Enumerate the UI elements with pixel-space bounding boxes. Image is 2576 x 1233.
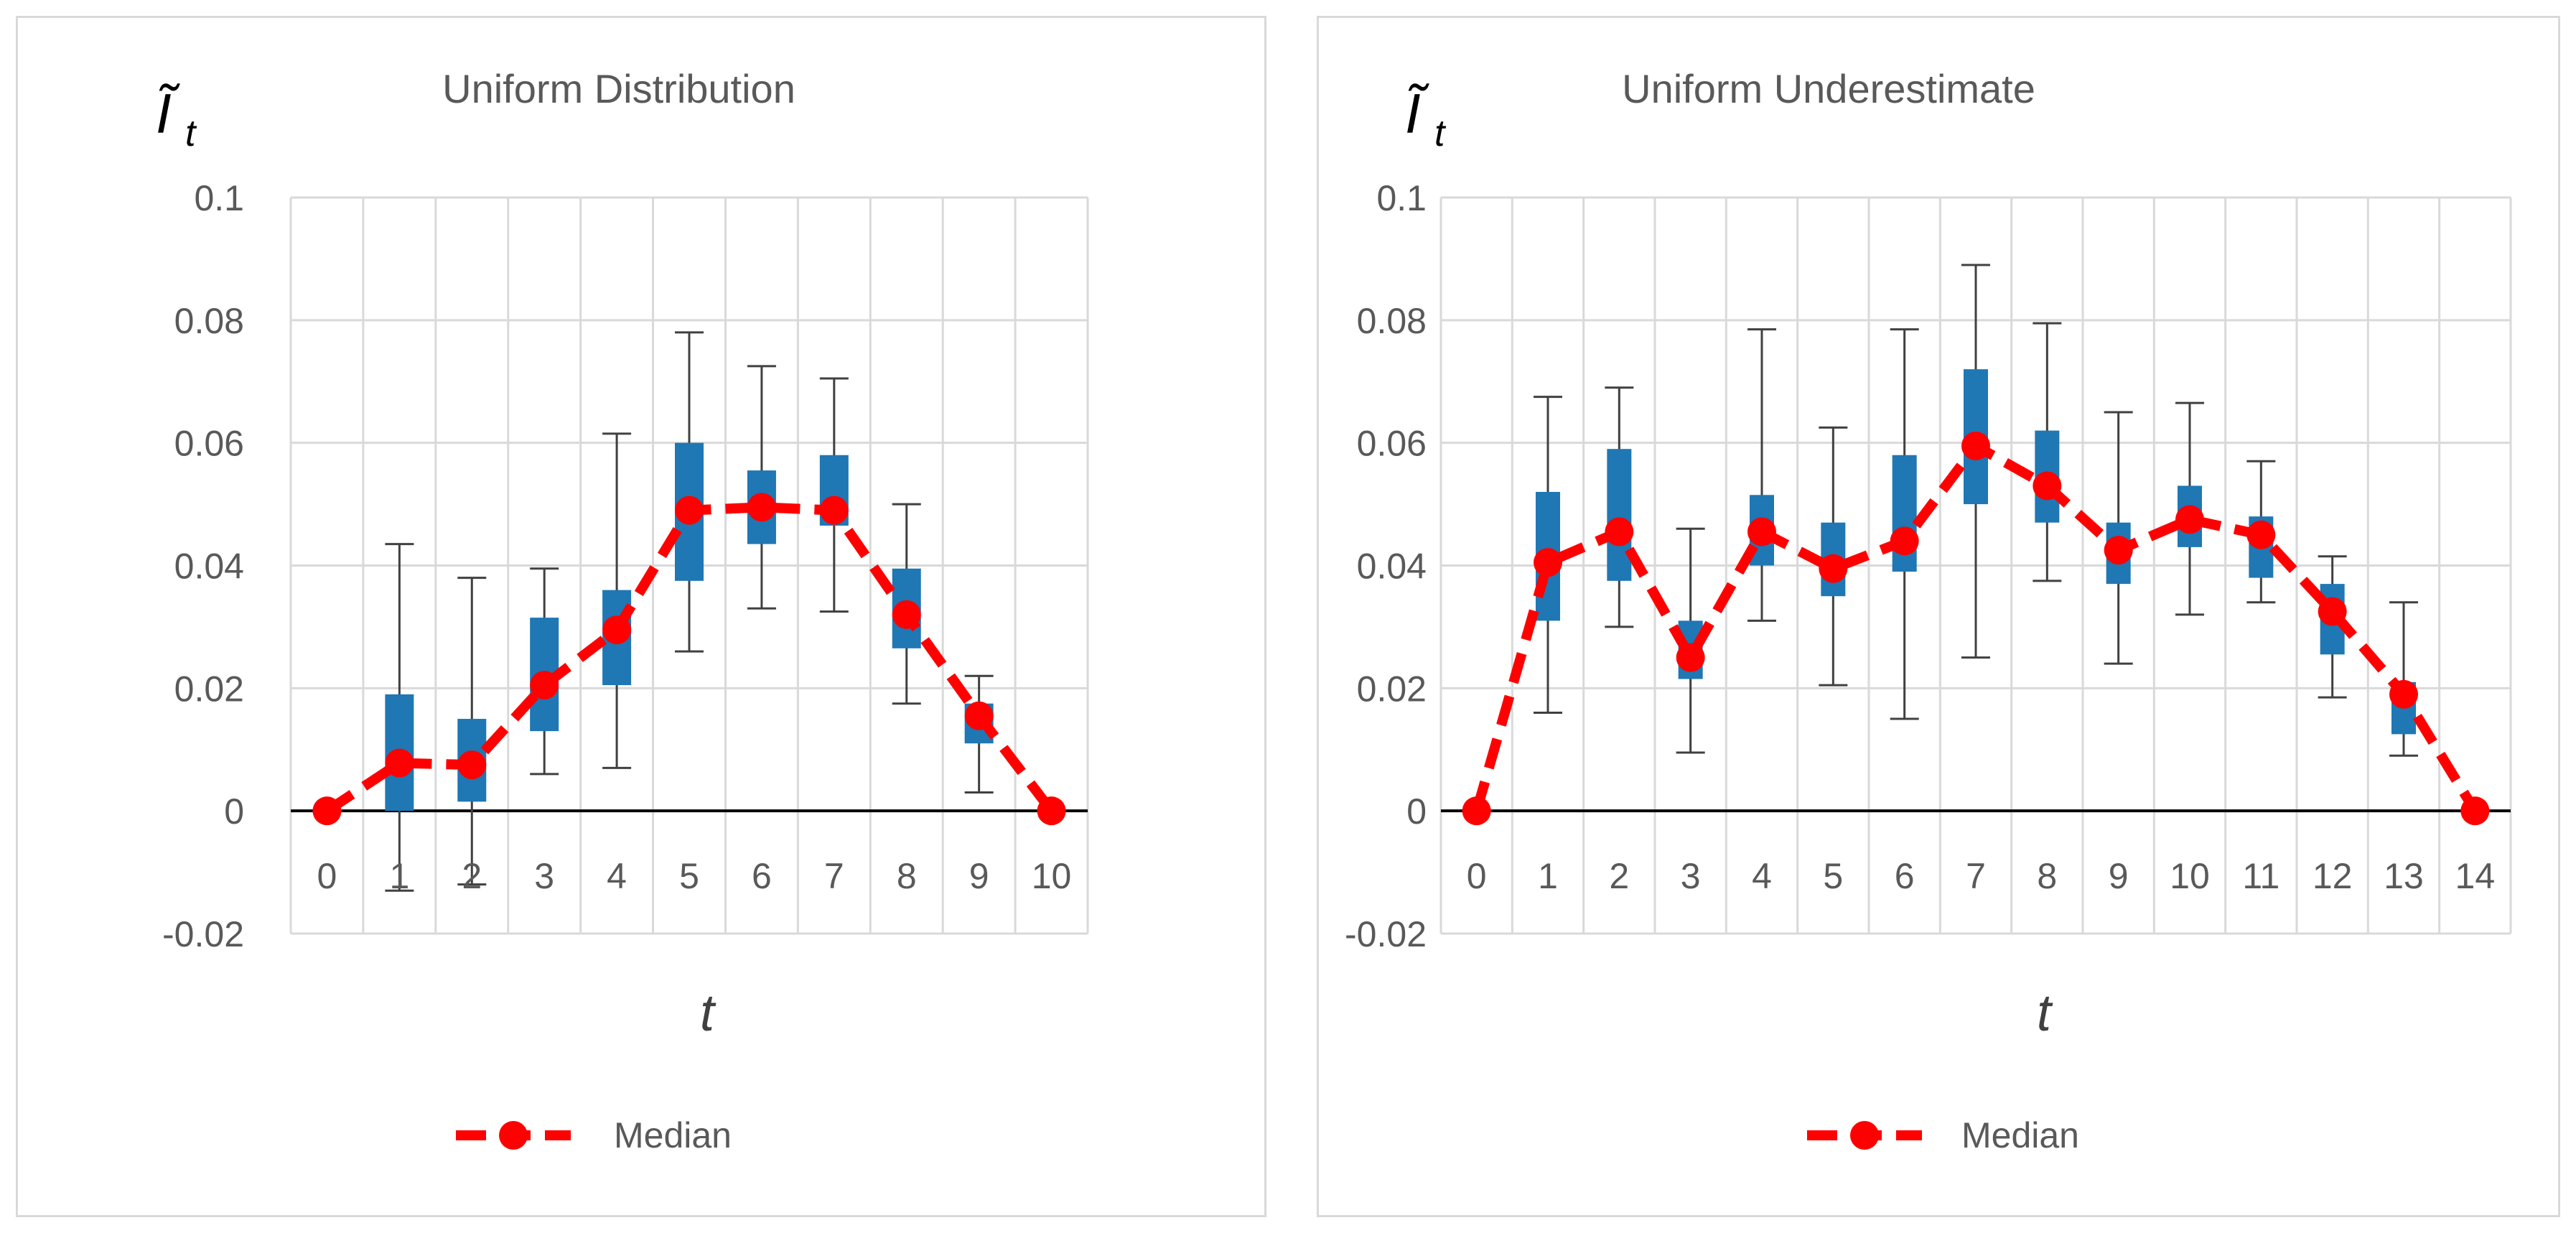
x-tick-label: 3 — [534, 856, 554, 896]
x-tick-label: 6 — [752, 856, 772, 896]
median-marker — [457, 750, 487, 780]
median-marker — [2318, 597, 2347, 626]
x-axis-label: t — [2037, 985, 2053, 1042]
x-axis-label: t — [700, 985, 717, 1042]
x-tick-label: 1 — [1538, 856, 1558, 896]
median-marker — [747, 493, 776, 522]
x-tick-label: 13 — [2384, 856, 2424, 896]
plot-area: 0.10.080.060.040.020-0.020 1 2 3 4 5 6 7 8 9 10 11 1… — [1345, 178, 2512, 954]
chart-title: Uniform Underestimate — [1622, 66, 2035, 111]
plot-area: 0.1 0.08 0.06 0.04 0.02 0 -0.02 0 1 2 3 4 5 6 7 8 9 10 — [162, 178, 1089, 954]
median-marker — [2246, 520, 2276, 549]
y-axis-symbol: Ĩ t — [1405, 82, 1447, 154]
x-tick-label: 9 — [2109, 856, 2129, 896]
chart-title: Uniform Distribution — [442, 66, 795, 111]
chart-uniform-distribution: Uniform Distribution Ĩ t 0.1 0.08 0.06 0.04… — [156, 66, 1089, 1155]
box — [1607, 449, 1632, 581]
x-tick-label: 0 — [317, 856, 337, 896]
legend-median-label: Median — [614, 1115, 732, 1155]
x-tick-label: 12 — [2313, 856, 2353, 896]
x-tick-label: 4 — [1752, 856, 1772, 896]
legend: Median — [456, 1115, 732, 1155]
legend-median-label: Median — [1961, 1115, 2079, 1155]
y-tick-label: 0.04 — [1357, 546, 1427, 587]
median-marker — [964, 701, 994, 730]
median-marker — [2033, 471, 2062, 501]
x-tick-label: 10 — [1032, 856, 1072, 896]
median-marker — [1747, 517, 1776, 546]
x-tick-label: 0 — [1467, 856, 1487, 896]
median-marker — [892, 600, 921, 629]
x-tick-label: 8 — [897, 856, 917, 896]
x-tick-label: 5 — [1823, 856, 1843, 896]
x-tick-label: 10 — [2170, 856, 2210, 896]
y-axis-label-subscript: t — [1434, 113, 1447, 154]
x-tick-label: 9 — [969, 856, 989, 896]
median-marker — [1462, 796, 1491, 826]
x-tick-label: 4 — [607, 856, 627, 896]
y-axis-symbol: Ĩ t — [156, 82, 197, 154]
x-tick-label: 8 — [2037, 856, 2057, 896]
median-marker — [1676, 643, 1705, 672]
y-tick-label: 0.1 — [1376, 178, 1427, 218]
y-tick-label: 0.08 — [1357, 301, 1427, 341]
chart-uniform-underestimate: Uniform Underestimate Ĩ t 0.1 0.08 0.06 0.0… — [1345, 66, 2512, 1155]
y-tick-label: 0.08 — [174, 301, 244, 341]
legend-median-marker — [499, 1121, 528, 1150]
median-marker — [312, 796, 342, 826]
median-marker — [819, 495, 849, 525]
x-tick-label: 3 — [1681, 856, 1701, 896]
chart-panel-uniform-distribution: Uniform Distribution Ĩ t 0.1 0.08 0.06 0.04… — [16, 16, 1266, 1217]
y-axis-label-subscript: t — [185, 113, 197, 154]
y-tick-label: 0.04 — [174, 546, 244, 587]
y-tick-label: 0.06 — [174, 424, 244, 464]
y-tick-label: 0.02 — [174, 669, 244, 709]
y-tick-label: 0.1 — [194, 178, 244, 218]
y-axis-label: Ĩ — [156, 82, 180, 145]
median-marker — [530, 671, 559, 700]
x-tick-label: 14 — [2455, 856, 2496, 896]
x-tick-label: 7 — [1966, 856, 1986, 896]
x-tick-label: 11 — [2242, 856, 2279, 896]
median-marker — [1037, 796, 1066, 826]
median-marker — [1534, 548, 1562, 577]
y-axis-label: Ĩ — [1405, 82, 1429, 145]
median-marker — [1961, 431, 1990, 460]
y-tick-label: 0.06 — [1357, 424, 1427, 464]
legend: Median — [1807, 1115, 2079, 1155]
y-tick-label: -0.02 — [162, 914, 244, 954]
legend-median-marker — [1850, 1121, 1879, 1150]
chart-panel-uniform-underestimate: Uniform Underestimate Ĩ t 0.1 0.08 0.06 0.0… — [1317, 16, 2560, 1217]
y-tick-label: 0 — [1406, 791, 1427, 832]
x-tick-label: 5 — [679, 856, 699, 896]
y-tick-label: -0.02 — [1345, 914, 1427, 954]
median-marker — [2389, 679, 2418, 709]
x-tick-label: 2 — [462, 856, 482, 896]
median-marker — [675, 495, 704, 525]
median-marker — [1890, 526, 1919, 556]
x-tick-label: 1 — [389, 856, 409, 896]
x-tick-label: 2 — [1609, 856, 1629, 896]
median-marker — [2104, 536, 2133, 565]
median-marker — [2175, 505, 2204, 534]
median-marker — [1605, 517, 1634, 546]
x-tick-label: 6 — [1895, 856, 1915, 896]
median-marker — [385, 748, 414, 778]
median-marker — [1819, 554, 1848, 583]
median-marker — [2460, 796, 2490, 826]
median-marker — [602, 615, 632, 645]
y-tick-label: 0.02 — [1357, 669, 1427, 709]
y-tick-label: 0 — [224, 791, 244, 832]
x-tick-label: 7 — [824, 856, 844, 896]
